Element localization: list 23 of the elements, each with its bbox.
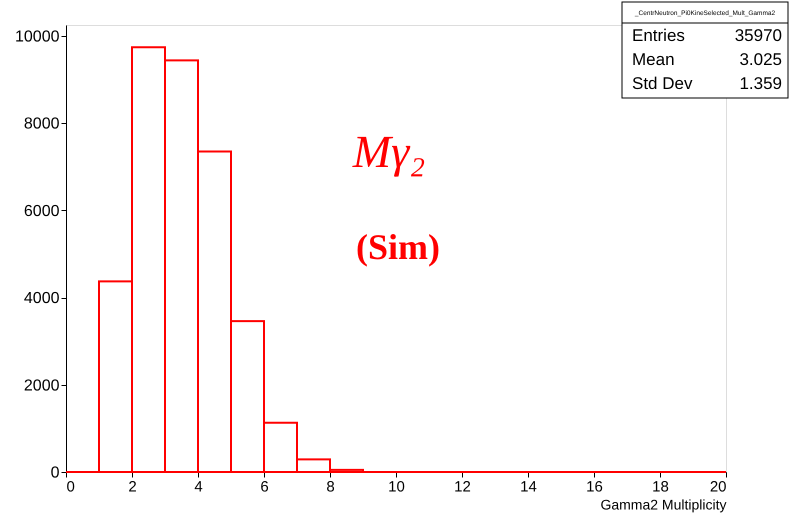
x-tick-label: 2 (128, 478, 137, 496)
y-tick-label: 0 (50, 464, 60, 482)
annotation: Mγ₂ (352, 126, 426, 177)
y-tick-label: 8000 (24, 116, 60, 133)
x-axis-title: Gamma2 Multiplicity (600, 496, 726, 512)
x-tick-label: 20 (710, 478, 726, 496)
text: Std Dev 1.359 (632, 74, 782, 93)
y-tick-label: 4000 (24, 290, 60, 308)
text: Mean 3.025 (632, 50, 782, 69)
x-tick-label: 18 (652, 478, 669, 496)
x-tick-label: 0 (66, 478, 75, 496)
annotation: (Sim) (356, 227, 440, 267)
text: Entries 35970 (632, 26, 782, 45)
x-tick-label: 6 (260, 478, 269, 496)
x-tick-label: 8 (326, 478, 335, 496)
y-tick-label: 6000 (24, 202, 60, 220)
x-tick-label: 12 (454, 478, 471, 496)
x-tick-label: 4 (194, 478, 203, 496)
x-tick-label: 10 (388, 478, 405, 496)
y-tick-label: 10000 (15, 28, 60, 46)
x-tick-label: 14 (520, 478, 537, 496)
y-tick-label: 2000 (24, 377, 60, 394)
x-tick-label: 16 (586, 478, 603, 496)
